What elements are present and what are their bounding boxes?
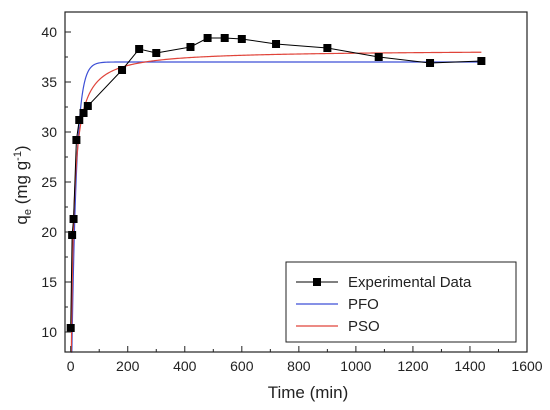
data-point [237,35,246,43]
data-point [323,44,332,52]
legend-marker-experimental [313,278,321,286]
x-tick-label: 1600 [511,358,542,374]
y-tick-label: 40 [41,24,57,40]
y-tick-label: 30 [41,124,57,140]
x-tick-label: 1000 [340,358,371,374]
x-tick-label: 1400 [454,358,485,374]
y-tick-label: 35 [41,74,57,90]
data-point [477,57,486,65]
x-tick-label: 200 [116,358,140,374]
legend: Experimental Data PFO PSO [285,261,517,343]
x-tick-label: 800 [287,358,311,374]
x-tick-label: 1200 [397,358,428,374]
data-point [66,324,75,332]
data-point [135,45,144,53]
experimental-markers [66,34,486,332]
data-point [186,43,195,51]
data-point [68,231,77,239]
data-point [83,102,92,110]
data-point [69,215,78,223]
data-point [374,53,383,61]
data-point [272,40,281,48]
data-point [203,34,212,42]
legend-label-pso: PSO [348,318,380,335]
x-tick-label: 0 [67,358,75,374]
data-point [426,59,435,67]
legend-box [285,261,517,343]
y-axis-ticks: 10 15 20 25 30 35 40 [41,24,71,340]
data-point [152,49,161,57]
data-point [75,116,84,124]
data-point [79,109,88,117]
x-tick-label: 400 [173,358,197,374]
x-axis-title: Time (min) [268,383,349,402]
data-point [72,136,81,144]
y-tick-label: 20 [41,224,57,240]
x-tick-label: 600 [230,358,254,374]
y-axis-title: qe (mg g-1) [12,145,34,224]
y-tick-label: 25 [41,174,57,190]
y-tick-label: 10 [41,324,57,340]
data-point [118,66,127,74]
legend-label-pfo: PFO [348,296,379,313]
x-axis-ticks: 0 200 400 600 800 1000 1200 1400 1600 [67,346,543,374]
y-tick-label: 15 [41,274,57,290]
legend-label-experimental: Experimental Data [348,274,472,291]
data-point [220,34,229,42]
